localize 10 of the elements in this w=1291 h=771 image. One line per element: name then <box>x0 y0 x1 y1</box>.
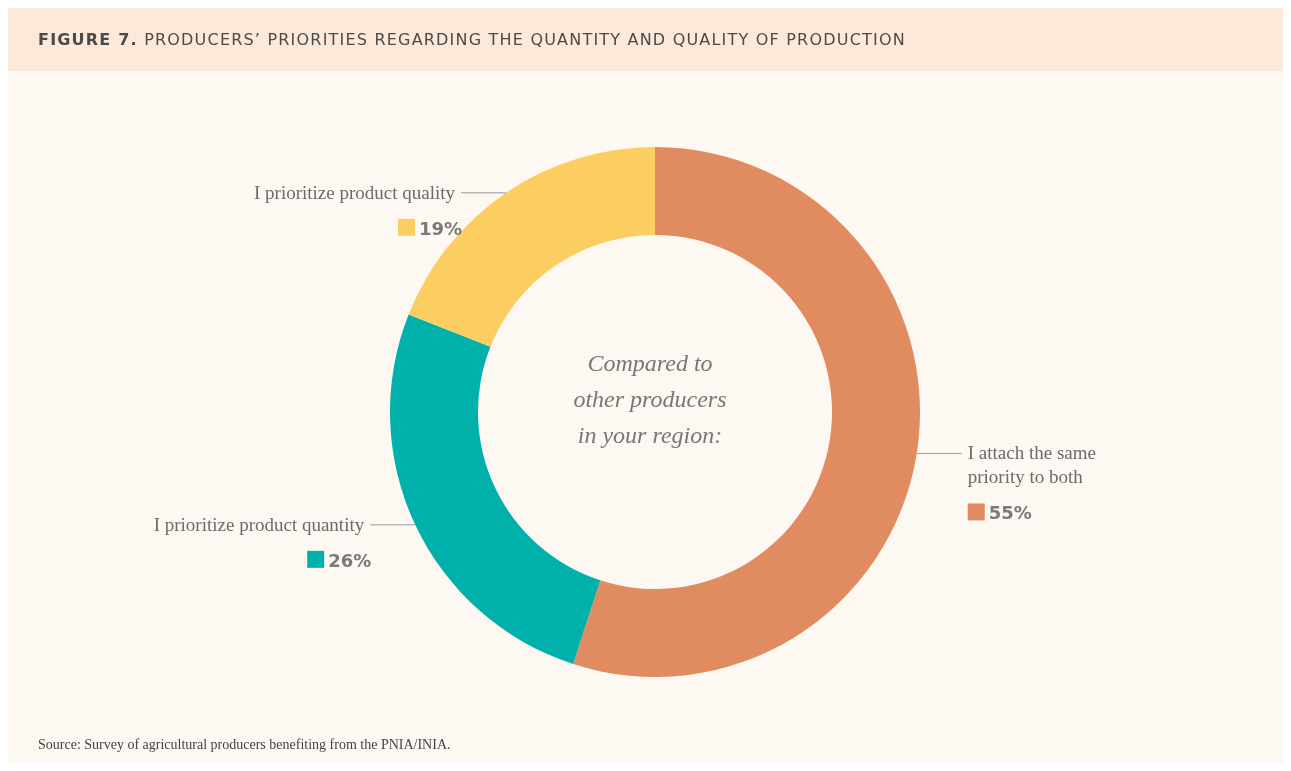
source-note: Source: Survey of agricultural producers benefiting from the PNIA/INIA. <box>38 737 451 753</box>
data-label: 26% <box>328 549 372 571</box>
slice-label: I prioritize product quantity <box>153 513 365 535</box>
slice-label: I prioritize product quality <box>254 181 456 203</box>
text: Compared to other producers in your region: <box>573 350 727 448</box>
data-label: 19% <box>419 217 463 239</box>
chart-title: FIGURE 7. PRODUCERS’ PRIORITIES REGARDING THE QUANTITY AND QUALITY OF PRODUCTION <box>38 30 906 49</box>
data-label: 55% <box>988 502 1032 524</box>
slice-label: I attach the same priority to both <box>967 442 1096 488</box>
donut-slice <box>573 147 920 677</box>
